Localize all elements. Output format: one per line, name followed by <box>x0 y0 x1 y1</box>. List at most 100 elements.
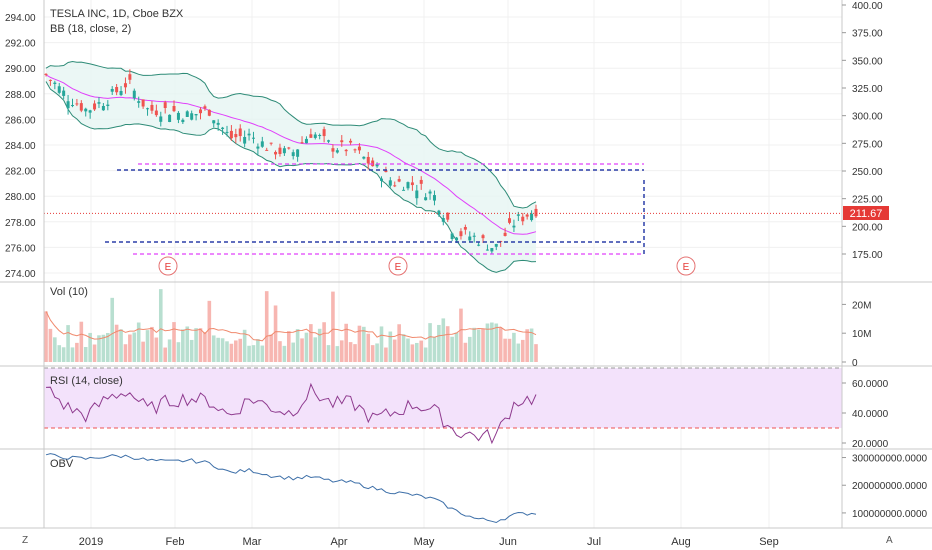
candle-body <box>459 231 463 237</box>
volume-bar <box>322 322 326 362</box>
right-price-tick-label: 300.00 <box>852 112 883 123</box>
rsi-axis[interactable]: 60.0000 40.0000 20.0000 <box>842 379 889 450</box>
right-price-tick-label: 250.00 <box>852 167 883 178</box>
volume-bar <box>229 343 234 362</box>
candle-body <box>137 101 141 103</box>
user-drawings[interactable] <box>44 163 842 255</box>
volume-bar <box>520 339 525 362</box>
candle-body <box>534 208 538 217</box>
candle-body <box>481 235 485 239</box>
left-price-tick-label: 282.00 <box>5 167 36 178</box>
volume-indicator-label[interactable]: Vol (10) <box>50 286 88 298</box>
volume-bar <box>512 332 516 362</box>
volume-bar <box>238 338 243 362</box>
volume-bar <box>176 342 181 362</box>
volume-bar <box>472 327 476 362</box>
pane-separators[interactable] <box>0 0 932 529</box>
candle-body <box>441 218 445 222</box>
candle-body <box>62 90 66 96</box>
candle-body <box>362 156 366 159</box>
earnings-marker[interactable]: E <box>158 256 178 276</box>
candle-body <box>93 103 97 110</box>
rsi-indicator-label[interactable]: RSI (14, close) <box>50 375 123 387</box>
volume-bar <box>273 305 278 362</box>
time-tick-label: Apr <box>330 536 347 548</box>
volume-bar <box>114 324 119 362</box>
candle-body <box>291 152 295 157</box>
left-price-tick-label: 284.00 <box>5 141 36 152</box>
volume-bar <box>344 323 348 362</box>
left-price-tick-label: 292.00 <box>5 39 36 50</box>
volume-bars[interactable] <box>44 289 538 362</box>
candle-body <box>432 195 436 201</box>
volume-bar <box>44 311 48 362</box>
volume-bar <box>485 323 490 362</box>
candle-body <box>154 110 158 116</box>
obv-indicator-label[interactable]: OBV <box>50 458 74 470</box>
right-price-axis[interactable]: 400.00 375.00 350.00 325.00 300.00 275.00 250.… <box>842 1 883 261</box>
candle-body <box>318 135 322 137</box>
log-scale-button[interactable]: Z <box>22 535 28 546</box>
volume-bar <box>525 329 529 362</box>
time-tick-label: Aug <box>671 536 691 548</box>
candle-body <box>287 147 291 149</box>
candle-body <box>331 148 335 152</box>
candle-body <box>185 111 189 117</box>
candle-body <box>132 90 136 99</box>
candle-body <box>521 216 525 222</box>
volume-bar <box>388 331 393 362</box>
bollinger-upper-band <box>45 60 537 209</box>
volume-bar <box>225 341 229 362</box>
auto-scale-button[interactable]: A <box>886 535 893 546</box>
candle-body <box>353 149 357 151</box>
volume-bar <box>110 297 115 362</box>
candle-body <box>84 108 88 112</box>
candle-body <box>150 104 154 111</box>
volume-bar <box>53 337 57 362</box>
right-price-tick-label: 275.00 <box>852 139 883 150</box>
volume-bar <box>75 342 79 362</box>
candle-body <box>97 102 101 104</box>
obv-axis[interactable]: 300000000.0000 200000000.0000 100000000.00… <box>842 454 928 520</box>
bollinger-basis-line <box>45 74 537 235</box>
time-axis[interactable]: 2019 Feb Mar Apr May Jun Jul Aug Sep <box>79 536 779 548</box>
volume-bar <box>216 337 220 362</box>
volume-bar <box>97 335 101 362</box>
candle-body <box>260 141 264 147</box>
candle-body <box>234 134 238 138</box>
candle-body <box>181 119 185 123</box>
left-price-tick-label: 286.00 <box>5 115 36 126</box>
bb-indicator-label[interactable]: BB (18, close, 2) <box>50 23 132 35</box>
rsi-pane[interactable] <box>44 367 842 429</box>
candle-body <box>503 232 507 236</box>
candle-body <box>371 160 375 167</box>
volume-bar <box>401 334 406 362</box>
volume-bar <box>291 342 296 362</box>
candle-body <box>512 225 516 228</box>
volume-bar <box>503 338 507 362</box>
candle-body <box>216 122 220 125</box>
earnings-marker[interactable]: E <box>388 256 408 276</box>
volume-bar <box>145 330 150 362</box>
volume-bar <box>463 342 468 362</box>
left-price-axis[interactable]: 294.00 292.00 290.00 288.00 286.00 284.00 282.… <box>5 13 36 280</box>
rsi-tick-label: 60.0000 <box>852 379 889 390</box>
candle-body <box>278 147 282 154</box>
candle-body <box>115 87 119 93</box>
volume-bar <box>534 344 538 362</box>
right-price-tick-label: 200.00 <box>852 222 883 233</box>
svg-text:E: E <box>683 262 690 273</box>
volume-axis[interactable]: 20M 10M 0 <box>842 300 871 369</box>
volume-bar <box>353 344 357 362</box>
candle-body <box>530 213 534 221</box>
earnings-marker[interactable]: E <box>676 256 696 276</box>
candlestick-series[interactable] <box>44 69 538 255</box>
volume-bar <box>172 322 176 362</box>
candle-body <box>379 178 383 181</box>
volume-bar <box>295 329 300 362</box>
candle-body <box>494 243 498 247</box>
volume-bar <box>428 323 432 362</box>
candle-body <box>48 79 52 81</box>
volume-bar <box>481 328 485 362</box>
